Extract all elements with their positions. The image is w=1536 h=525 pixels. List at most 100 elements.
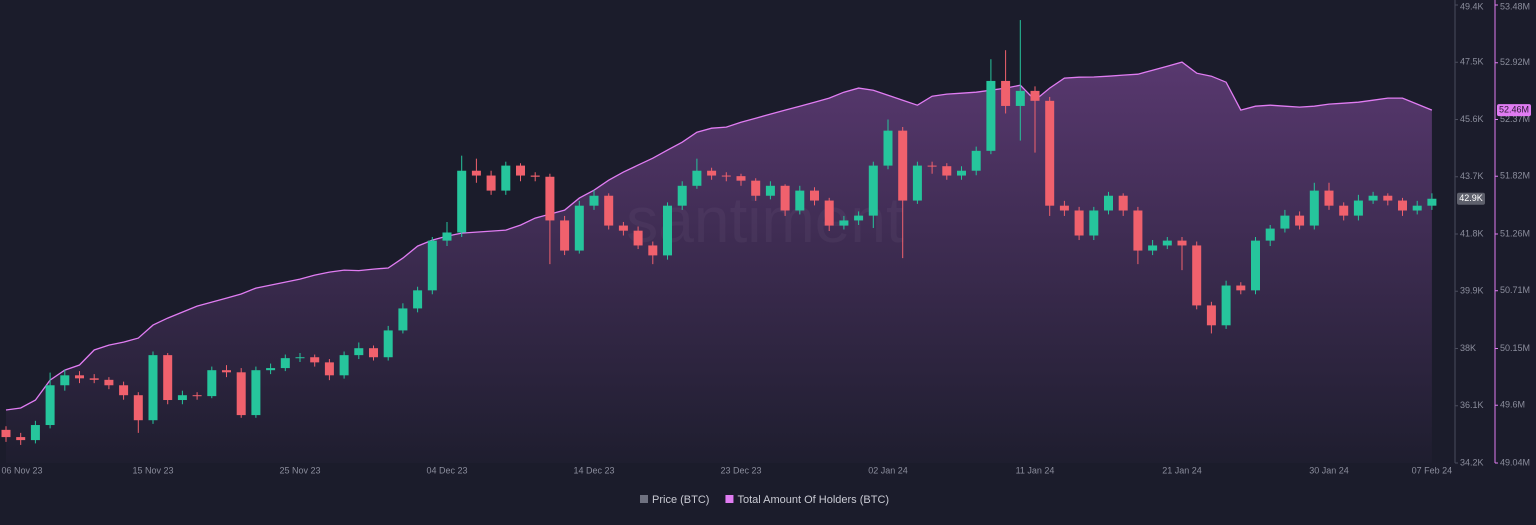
candle-body — [1339, 205, 1349, 216]
holders-last-label: 52.46M — [1499, 104, 1529, 114]
legend-item[interactable]: Price (BTC) — [640, 494, 709, 506]
candle-body — [251, 370, 261, 416]
candle-body — [1221, 285, 1231, 326]
y-tick-label: 49.4K — [1460, 1, 1484, 11]
candle-body — [574, 205, 584, 251]
candle-body — [1412, 205, 1422, 211]
candle-body — [751, 180, 761, 196]
candle-body — [207, 370, 217, 397]
candle-body — [765, 185, 775, 196]
x-tick-label: 06 Nov 23 — [1, 465, 42, 475]
x-tick-label: 07 Feb 24 — [1412, 465, 1453, 475]
y2-tick-label: 50.71M — [1500, 285, 1530, 295]
candle-body — [1015, 90, 1025, 106]
candle-body — [324, 362, 334, 376]
legend-item[interactable]: Total Amount Of Holders (BTC) — [725, 494, 889, 506]
candle-body — [692, 170, 702, 186]
candle-body — [295, 357, 305, 359]
x-tick-label: 11 Jan 24 — [1016, 465, 1055, 475]
candle-body — [810, 190, 819, 201]
x-tick-label: 25 Nov 23 — [279, 465, 320, 475]
legend-swatch — [640, 495, 648, 503]
legend-label: Total Amount Of Holders (BTC) — [737, 494, 889, 506]
candle-body — [677, 185, 687, 206]
y-tick-label: 39.9K — [1460, 286, 1484, 296]
candle-body — [971, 150, 981, 171]
candle-body — [119, 385, 129, 396]
candle-body — [912, 165, 922, 201]
y-tick-label: 36.1K — [1460, 400, 1484, 410]
candle-body — [1162, 240, 1172, 246]
x-tick-label: 04 Dec 23 — [426, 465, 467, 475]
candle-body — [1074, 210, 1084, 236]
legend-label: Price (BTC) — [652, 494, 709, 506]
candle-body — [1030, 90, 1040, 101]
y2-tick-label: 51.82M — [1500, 171, 1530, 181]
legend: Price (BTC) Total Amount Of Holders (BTC) — [640, 494, 889, 506]
candle-body — [942, 166, 952, 176]
candle-body — [604, 195, 614, 226]
candle-body — [663, 205, 672, 256]
candle-body — [824, 200, 834, 226]
candle-body — [1353, 200, 1363, 216]
candle-body — [16, 437, 26, 441]
candle-body — [868, 165, 878, 216]
candle-body — [883, 130, 893, 166]
candle-body — [1383, 195, 1393, 201]
candle-body — [192, 395, 202, 397]
candle-body — [1133, 210, 1143, 251]
y2-tick-label: 52.37M — [1500, 114, 1530, 124]
candle-body — [986, 80, 996, 151]
candle-body — [280, 358, 290, 369]
candle-body — [1001, 80, 1011, 106]
candle-body — [60, 375, 70, 386]
candle-body — [839, 220, 849, 226]
candle-body — [310, 357, 320, 363]
candle-body — [854, 215, 864, 221]
candle-body — [339, 355, 349, 376]
candle-body — [1265, 228, 1275, 241]
candle-body — [927, 165, 937, 167]
y-tick-label: 43.7K — [1460, 171, 1484, 181]
y-tick-label: 38K — [1460, 343, 1476, 353]
x-tick-label: 21 Jan 24 — [1162, 465, 1202, 475]
candle-body — [457, 170, 467, 233]
candle-body — [89, 378, 99, 380]
y2-tick-label: 52.92M — [1500, 57, 1530, 67]
candle-body — [648, 245, 658, 256]
candle-body — [1148, 245, 1158, 251]
candle-body — [1045, 100, 1055, 206]
candle-body — [471, 170, 481, 176]
candle-body — [398, 308, 408, 331]
holders-last-badge — [1497, 104, 1531, 117]
candle-body — [1206, 305, 1216, 326]
y2-tick-label: 49.04M — [1500, 457, 1530, 467]
y2-tick-label: 51.26M — [1500, 228, 1530, 238]
candle-body — [530, 175, 540, 177]
holders-area — [6, 62, 1432, 463]
candle-body — [589, 195, 599, 206]
candle-body — [163, 355, 173, 401]
candle-body — [236, 372, 246, 416]
candle-body — [736, 176, 746, 181]
y2-tick-label: 50.15M — [1500, 343, 1530, 353]
candle-body — [1059, 205, 1069, 211]
candle-body — [427, 240, 437, 291]
candle-body — [1236, 285, 1246, 291]
candle-body — [104, 379, 114, 386]
candle-body — [516, 165, 525, 176]
candle-body — [222, 370, 231, 373]
y2-tick-label: 49.6M — [1500, 400, 1525, 410]
candle-body — [1324, 190, 1334, 206]
x-tick-label: 02 Jan 24 — [868, 465, 908, 475]
y-tick-label: 34.2K — [1460, 457, 1484, 467]
candle-body — [133, 395, 143, 421]
candle-body — [1, 429, 11, 438]
candle-body — [413, 290, 423, 309]
candle-body — [45, 385, 55, 426]
candle-body — [177, 395, 187, 401]
candle-body — [486, 175, 496, 191]
candle-body — [618, 225, 628, 231]
